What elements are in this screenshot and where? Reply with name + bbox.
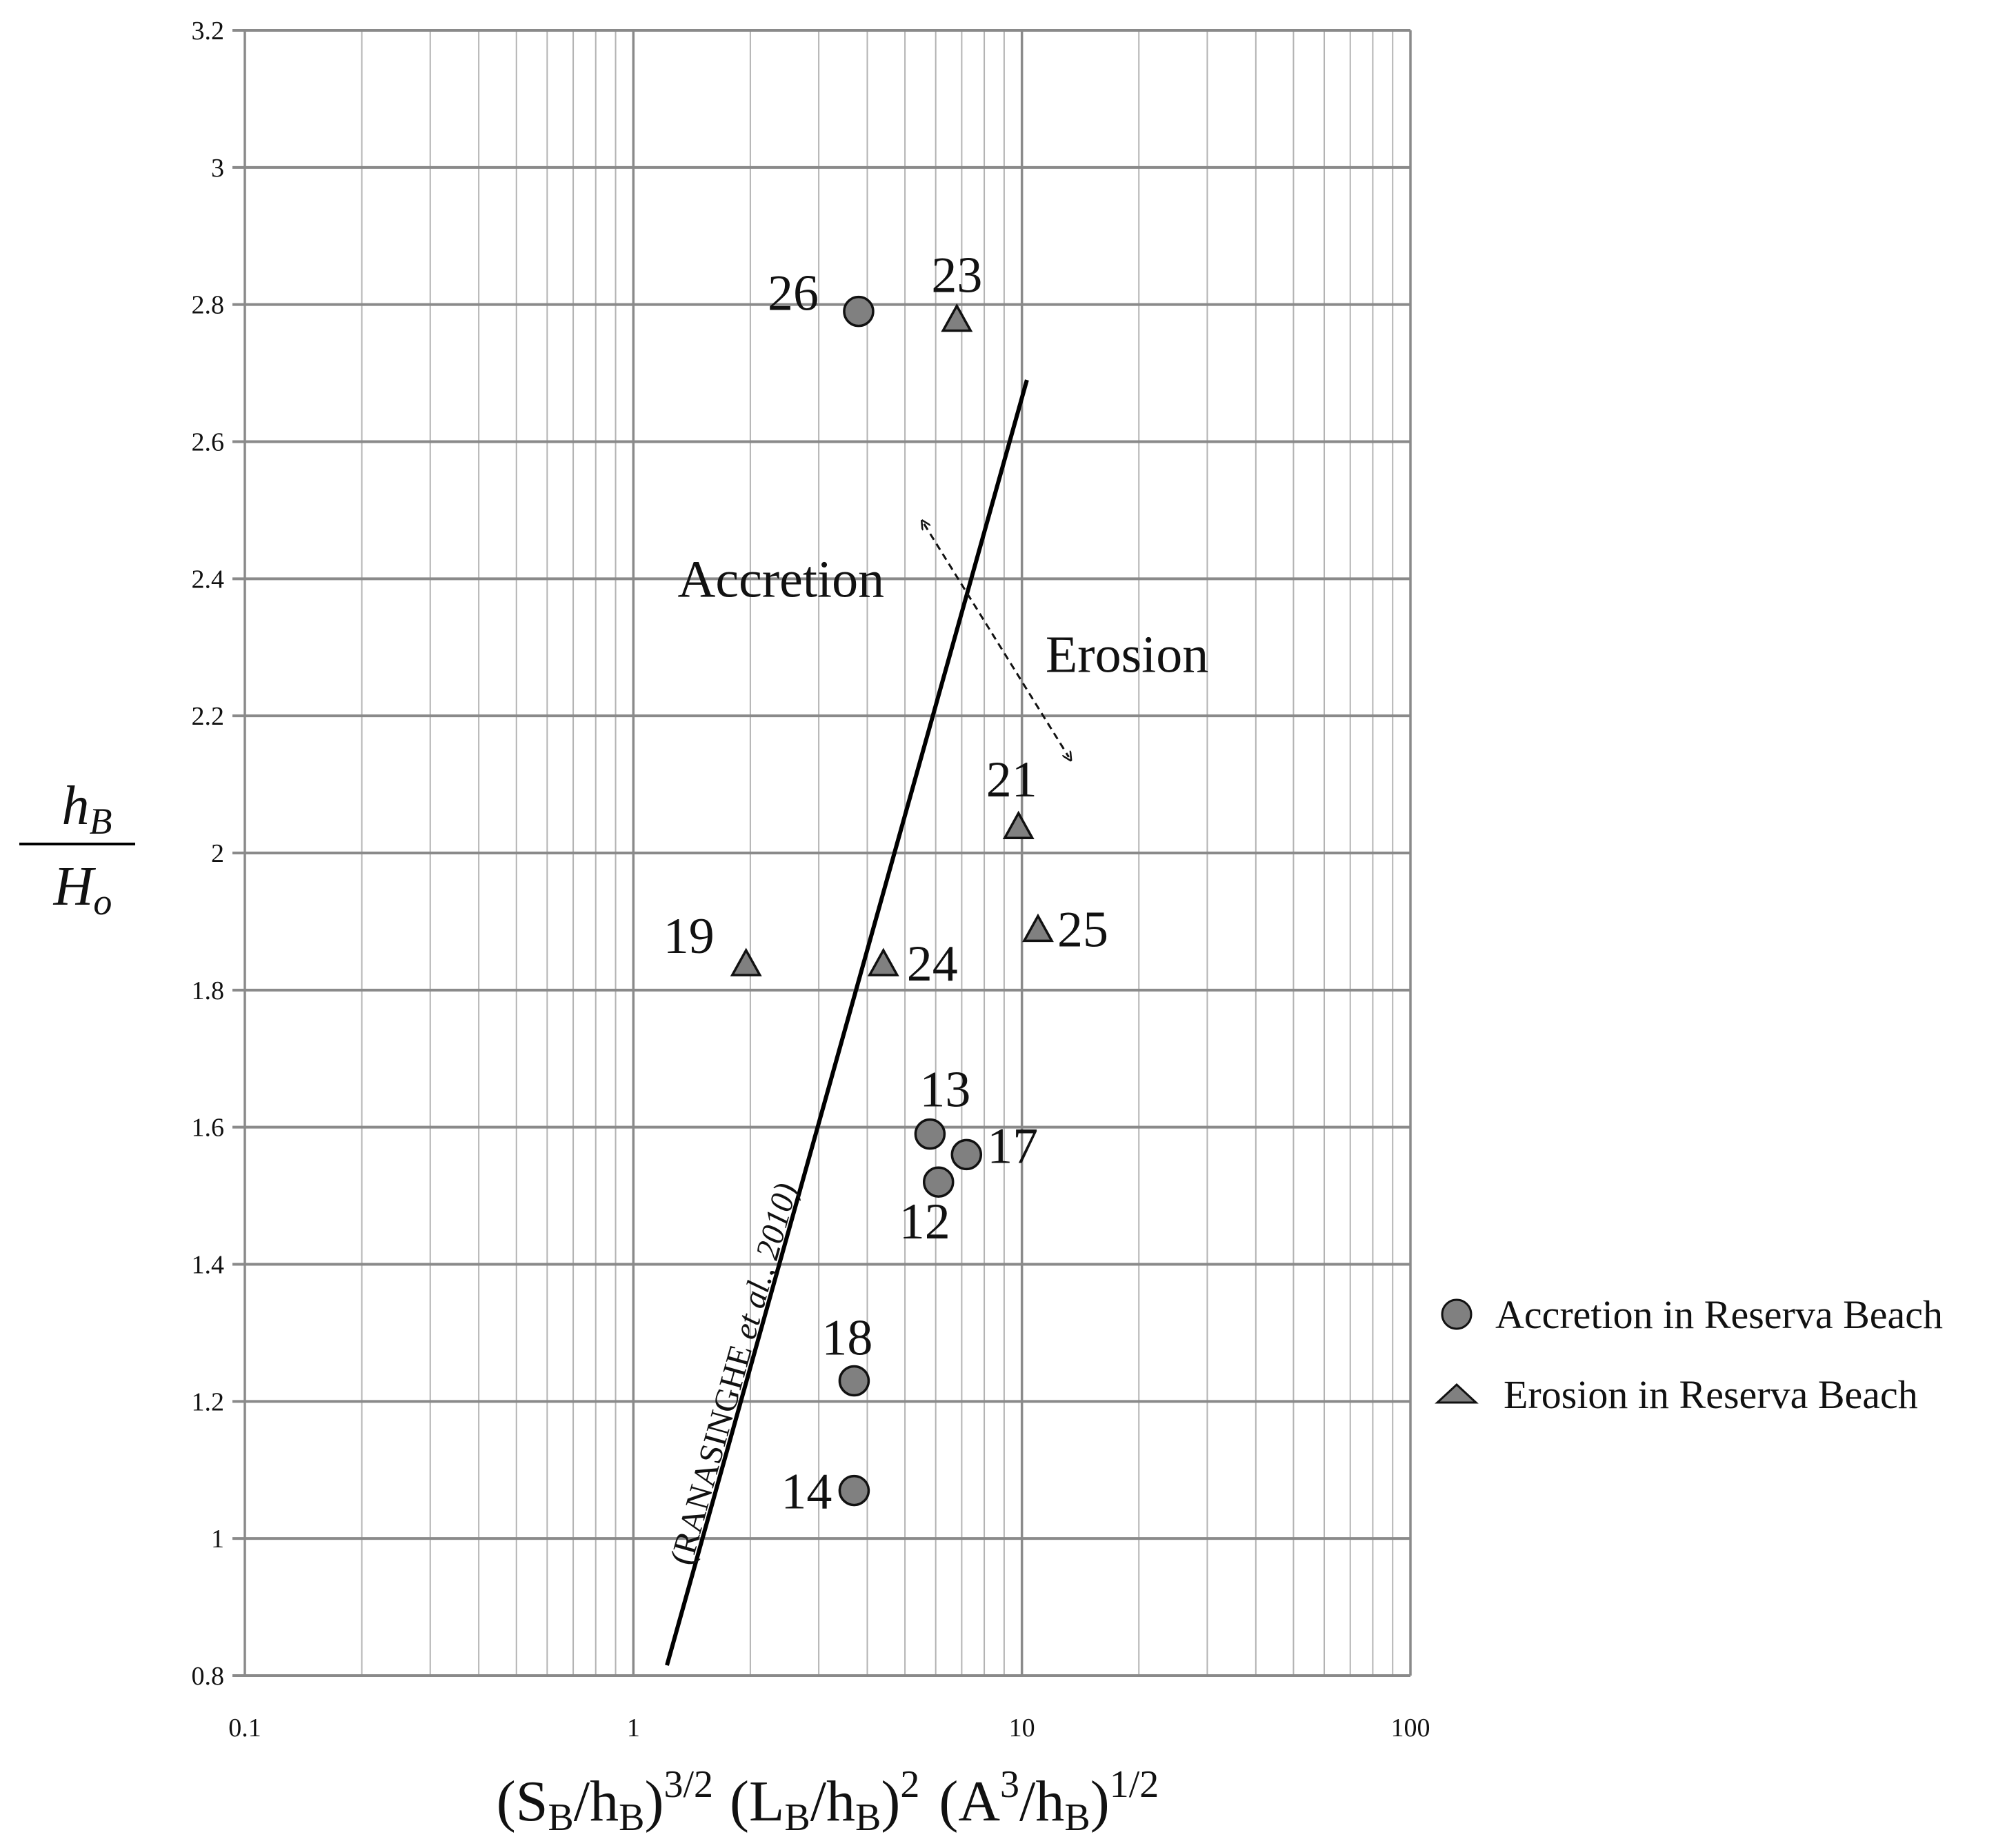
point-label: 12	[899, 1194, 950, 1250]
data-point-triangle	[1022, 913, 1054, 943]
x-label-p1-sup: 3/2	[663, 1763, 713, 1806]
legend-label-erosion: Erosion in Reserva Beach	[1504, 1372, 1918, 1417]
x-label-p3-close: )	[1090, 1769, 1110, 1834]
data-point-circle	[843, 295, 875, 328]
legend-label-accretion: Accretion in Reserva Beach	[1495, 1292, 1943, 1337]
x-label-p3-sub: B	[1064, 1796, 1090, 1839]
fit-label-italic: et al.	[726, 1269, 779, 1343]
y-tick-label: 1	[211, 1525, 224, 1554]
x-label-p2-sub: B	[784, 1796, 810, 1839]
regime-arrow	[924, 524, 1069, 757]
y-tick-label: 1.4	[192, 1251, 225, 1280]
data-points	[730, 295, 1054, 1507]
y-tick-labels: 0.8 1 1.2 1.4 1.6 1.8 2 2.2 2.4 2.6 2.8 3 3.2	[192, 17, 225, 1691]
data-point-circle	[922, 1166, 955, 1198]
x-tick-label: 1	[627, 1714, 640, 1742]
y-label-den-main: H	[53, 856, 97, 917]
major-gridlines	[232, 29, 1412, 1677]
y-label-num-sub: B	[90, 801, 112, 842]
y-axis-label: hB Ho	[19, 776, 135, 923]
y-tick-label: 3	[211, 154, 224, 183]
y-tick-label: 2.4	[192, 565, 225, 594]
x-label-p1-close: )	[644, 1769, 663, 1834]
x-tick-label: 100	[1391, 1714, 1430, 1742]
data-point-circle	[950, 1138, 983, 1171]
fit-label-main: (RANASINGHE	[663, 1333, 762, 1569]
y-label-denominator: Ho	[53, 856, 112, 923]
x-label-p1: (S	[497, 1769, 548, 1834]
x-axis-label: (SB/hB)3/2 (LB/hB)2 (A3/hB)1/2	[497, 1763, 1159, 1839]
legend: Accretion in Reserva Beach Erosion in Re…	[1435, 1292, 1943, 1417]
data-point-circle	[838, 1474, 870, 1507]
y-tick-label: 1.6	[192, 1114, 225, 1143]
y-label-numerator: hB	[62, 776, 112, 842]
y-tick-label: 2.8	[192, 291, 225, 320]
data-point-triangle	[1002, 810, 1035, 839]
x-label-p2-mid: /h	[810, 1769, 855, 1834]
point-label: 25	[1057, 901, 1108, 958]
x-label-p3: (A	[939, 1769, 1000, 1834]
x-label-p3-sup-a: 3	[1000, 1763, 1019, 1806]
point-label: 18	[821, 1310, 872, 1367]
y-tick-label: 2.2	[192, 702, 225, 731]
point-label: 21	[986, 752, 1037, 808]
x-label-p1-sub2: B	[619, 1796, 644, 1839]
x-label-p2-sub2: B	[855, 1796, 881, 1839]
x-label-p2: (L	[730, 1769, 784, 1834]
x-label-p1-sub: B	[548, 1796, 573, 1839]
legend-marker-triangle	[1435, 1383, 1479, 1404]
x-label-p2-close: )	[881, 1769, 900, 1834]
point-label: 23	[931, 248, 982, 304]
point-label: 14	[781, 1464, 832, 1520]
x-tick-labels: 0.1 1 10 100	[228, 1714, 1430, 1742]
data-point-triangle	[730, 947, 762, 976]
y-tick-label: 3.2	[192, 17, 225, 46]
y-tick-label: 1.2	[192, 1387, 225, 1416]
point-label: 19	[663, 908, 715, 965]
data-point-circle	[914, 1118, 946, 1150]
legend-marker-circle	[1441, 1298, 1473, 1330]
point-label: 24	[907, 936, 958, 992]
y-tick-label: 1.8	[192, 976, 225, 1005]
annotation-erosion: Erosion	[1046, 626, 1208, 684]
y-tick-label: 2	[211, 839, 224, 868]
x-label-p1-mid: /h	[574, 1769, 619, 1834]
annotation-accretion: Accretion	[678, 550, 885, 608]
x-tick-label: 10	[1009, 1714, 1035, 1742]
y-tick-label: 2.6	[192, 428, 225, 457]
y-label-den-sub: o	[93, 881, 112, 923]
y-label-num-main: h	[62, 776, 90, 836]
point-labels: 26 13 17 12 18 14 23 21 25 24 19	[663, 248, 1108, 1520]
y-tick-label: 0.8	[192, 1662, 225, 1691]
data-point-triangle	[867, 947, 899, 976]
data-point-circle	[838, 1365, 870, 1397]
data-point-triangle	[941, 303, 973, 332]
x-label-p2-sup: 2	[900, 1763, 919, 1806]
x-label-p3-sup: 1/2	[1110, 1763, 1159, 1806]
point-label: 26	[768, 265, 819, 322]
x-label-p3-mid: /h	[1019, 1769, 1064, 1834]
x-tick-label: 0.1	[228, 1714, 261, 1742]
point-label: 17	[987, 1118, 1038, 1174]
point-label: 13	[919, 1062, 970, 1118]
